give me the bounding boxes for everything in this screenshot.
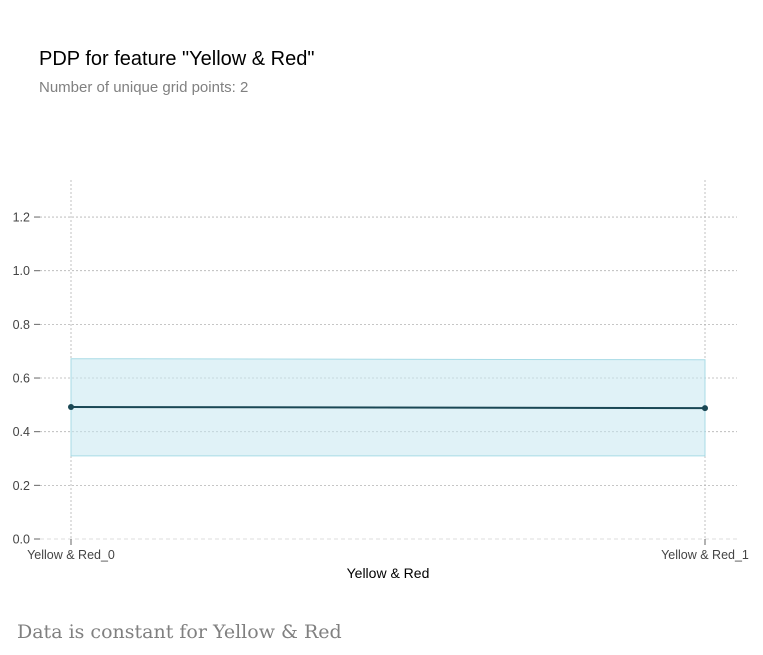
chart-subtitle: Number of unique grid points: 2 xyxy=(39,79,249,96)
y-tick-label: 1.0 xyxy=(13,264,30,278)
x-axis-title: Yellow & Red xyxy=(347,565,430,581)
tick-layer: 0.0 0.2 0.4 0.6 0.8 1.0 1.2 Yellow & Red_0 Yello… xyxy=(13,211,749,562)
y-tick-label: 1.2 xyxy=(13,211,30,225)
x-tick-label: Yellow & Red_1 xyxy=(661,548,749,562)
chart-title: PDP for feature "Yellow & Red" xyxy=(39,48,315,70)
y-tick-label: 0.4 xyxy=(13,425,30,439)
constant-data-note: Data is constant for Yellow & Red xyxy=(17,621,342,643)
y-tick-label: 0.8 xyxy=(13,318,30,332)
y-tick-label: 0.2 xyxy=(13,479,30,493)
pdp-point xyxy=(68,403,74,410)
y-tick-label: 0.6 xyxy=(13,372,30,386)
series-line-layer xyxy=(68,403,708,412)
pdp-point xyxy=(702,405,708,412)
y-tick-label: 0.0 xyxy=(13,533,30,547)
pdp-line xyxy=(70,405,706,410)
x-tick-label: Yellow & Red_0 xyxy=(27,548,115,562)
